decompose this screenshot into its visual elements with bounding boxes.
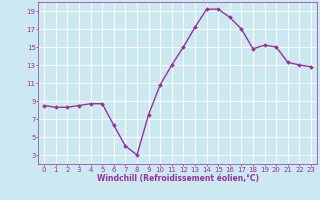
X-axis label: Windchill (Refroidissement éolien,°C): Windchill (Refroidissement éolien,°C) <box>97 174 259 183</box>
